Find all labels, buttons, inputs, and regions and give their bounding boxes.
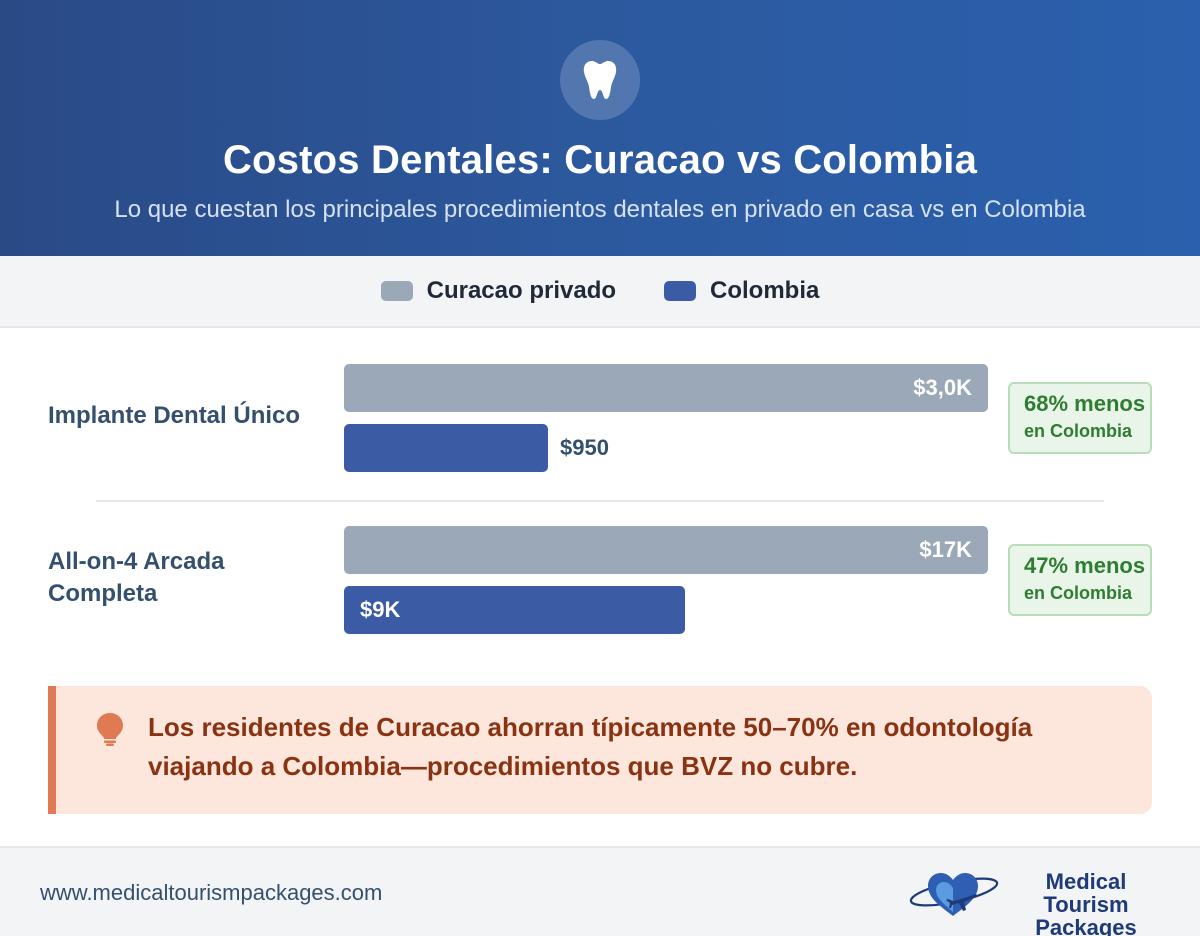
tip-text: Los residentes de Curacao ahorran típica… — [148, 712, 1033, 781]
savings-percent: 68% menos — [1024, 391, 1146, 416]
page-title: Costos Dentales: Curacao vs Colombia — [222, 138, 978, 182]
bar-implant-curacao: $3,0K — [344, 364, 988, 412]
category-label-all-on-4: All-on-4 Arcada Completa — [48, 548, 225, 607]
row-divider — [96, 500, 1104, 502]
legend-swatch-curacao — [380, 281, 413, 301]
header: Costos Dentales: Curacao vs Colombia Lo … — [0, 0, 1200, 256]
bar-label-all-on-4-colombia: $9K — [360, 597, 401, 622]
savings-badge-all-on-4: 47% menos en Colombia — [1008, 544, 1152, 616]
savings-badge-implant: 68% menos en Colombia — [1008, 382, 1152, 454]
chart-legend: Curacao privado Colombia — [0, 256, 1200, 328]
page-subtitle: Lo que cuestan los principales procedimi… — [114, 196, 1086, 223]
brand-logo[interactable]: Medical Tourism Packages — [906, 866, 1166, 936]
brand-logo-text: Medical Tourism Packages — [1035, 869, 1137, 936]
tooth-icon — [583, 61, 617, 99]
lightbulb-icon — [97, 713, 123, 746]
savings-subtext: en Colombia — [1024, 421, 1133, 441]
footer-url[interactable]: www.medicaltourismpackages.com — [40, 880, 383, 905]
bar-label-all-on-4-curacao: $17K — [919, 537, 972, 562]
bar-label-implant-colombia: $950 — [560, 435, 609, 460]
legend-swatch-colombia — [664, 281, 697, 301]
savings-subtext: en Colombia — [1024, 583, 1133, 603]
legend-label-colombia: Colombia — [710, 277, 820, 304]
legend-item-curacao: Curacao privado — [380, 277, 617, 305]
savings-percent: 47% menos — [1024, 553, 1146, 578]
bar-all-on-4-colombia: $9K — [344, 586, 685, 634]
tip-callout: Los residentes de Curacao ahorran típica… — [48, 686, 1152, 814]
bar-implant-colombia — [344, 424, 548, 472]
tooth-badge — [560, 40, 640, 120]
heart-plane-icon — [909, 873, 999, 916]
footer: www.medicaltourismpackages.com Medical T… — [0, 846, 1200, 936]
bar-label-implant-curacao: $3,0K — [913, 375, 972, 400]
legend-item-colombia: Colombia — [664, 277, 819, 305]
category-label-implant: Implante Dental Único — [48, 402, 301, 429]
legend-label-curacao: Curacao privado — [426, 277, 617, 304]
bar-all-on-4-curacao: $17K — [344, 526, 988, 574]
